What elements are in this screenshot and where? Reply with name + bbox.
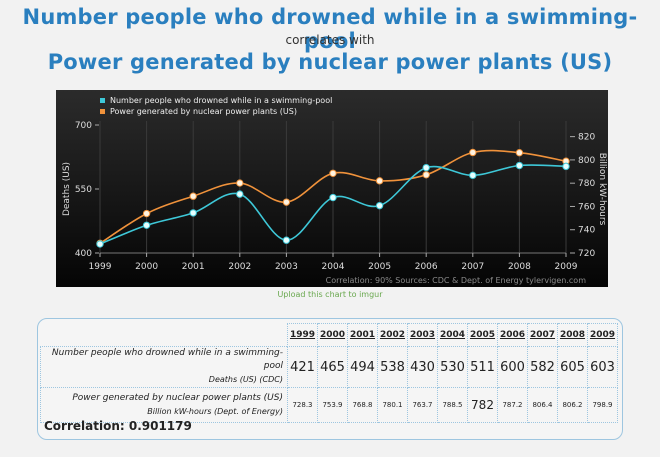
title-primary: Number people who drowned while in a swi… bbox=[22, 5, 638, 53]
series-1-point-2000 bbox=[142, 221, 151, 229]
series-1-point-2005 bbox=[375, 201, 384, 210]
subtitle-correlates: correlates with bbox=[285, 33, 375, 47]
table-corner bbox=[41, 324, 288, 347]
x-tick-label-1999: 1999 bbox=[89, 262, 112, 272]
row2-value-2006: 787.2 bbox=[497, 387, 528, 423]
row2-value-2004: 788.5 bbox=[437, 387, 468, 423]
row1-value-2005: 511 bbox=[467, 346, 498, 388]
series-2-point-2007 bbox=[469, 148, 477, 157]
x-tick-label-2004: 2004 bbox=[322, 262, 345, 272]
row1-value-2007: 582 bbox=[527, 346, 558, 388]
x-tick-label-2000: 2000 bbox=[135, 262, 158, 272]
year-header-1999: 1999 bbox=[287, 323, 318, 347]
year-header-2006: 2006 bbox=[497, 323, 528, 347]
y-right-axis-title: Billion kW-hours bbox=[597, 153, 607, 226]
row2-value-2007: 806.4 bbox=[527, 387, 558, 423]
row2-value-2000: 753.9 bbox=[317, 387, 348, 423]
y-left-tick-label-700: 700 bbox=[75, 121, 92, 131]
y-right-tick-label-780: 780 bbox=[578, 179, 595, 189]
series-2-point-2004 bbox=[329, 169, 337, 177]
title-secondary: Power generated by nuclear power plants … bbox=[47, 50, 613, 74]
row1-value-2003: 430 bbox=[407, 346, 438, 388]
row1-value-1999: 421 bbox=[287, 346, 318, 388]
row1-value-2000: 465 bbox=[317, 346, 348, 388]
x-tick-label-2003: 2003 bbox=[275, 262, 298, 272]
year-header-2007: 2007 bbox=[527, 323, 558, 347]
x-tick-label-2008: 2008 bbox=[508, 262, 531, 272]
row1-value-2009: 603 bbox=[587, 346, 618, 388]
series-2-point-2005 bbox=[375, 177, 384, 185]
row1-value-2004: 530 bbox=[437, 346, 468, 388]
chart-footer: Correlation: 90% Sources: CDC & Dept. of… bbox=[326, 276, 587, 285]
correlation-value: Correlation: 0.901179 bbox=[44, 419, 192, 433]
data-table: 1999 2000 2001 2002 2003 2004 2005 2006 2007 2008… bbox=[40, 323, 618, 423]
legend-swatch-1 bbox=[100, 98, 105, 103]
year-header-2003: 2003 bbox=[407, 323, 438, 347]
year-header-2008: 2008 bbox=[557, 323, 588, 347]
upload-imgur-link[interactable]: Upload this chart to imgur bbox=[277, 290, 383, 299]
series-2-point-2002 bbox=[236, 179, 244, 187]
x-tick-label-2005: 2005 bbox=[368, 262, 391, 272]
legend-label-2: Power generated by nuclear power plants … bbox=[110, 107, 297, 116]
y-left-axis-title: Deaths (US) bbox=[62, 162, 72, 216]
series-2-point-2000 bbox=[142, 209, 151, 218]
y-right-tick-label-820: 820 bbox=[578, 133, 595, 143]
row2-value-2008: 806.2 bbox=[557, 387, 588, 423]
row2-value-2001: 768.8 bbox=[347, 387, 378, 423]
row2-sub: Billion kW-hours (Dept. of Energy) bbox=[147, 406, 283, 416]
series-1-point-2004 bbox=[329, 193, 337, 202]
year-header-2009: 2009 bbox=[587, 323, 618, 347]
year-header-2001: 2001 bbox=[347, 323, 378, 347]
series-2-point-2006 bbox=[422, 171, 430, 179]
row2-value-1999: 728.3 bbox=[287, 387, 318, 423]
row1-value-2008: 605 bbox=[557, 346, 588, 388]
chart-background bbox=[56, 90, 608, 287]
row1-label-cell: Number people who drowned while in a swi… bbox=[40, 346, 288, 388]
row1-label: Number people who drowned while in a swi… bbox=[51, 348, 283, 371]
row2-value-2005: 782 bbox=[467, 387, 498, 423]
year-header-2004: 2004 bbox=[437, 323, 468, 347]
series-1-point-2007 bbox=[469, 171, 477, 180]
y-right-tick-label-720: 720 bbox=[578, 249, 595, 259]
y-right-tick-label-800: 800 bbox=[578, 156, 595, 166]
correlation-chart: 1999 2000 2001 2002 2003 2004 2005 2006 2007 2008… bbox=[56, 90, 608, 287]
x-tick-label-2009: 2009 bbox=[555, 262, 578, 272]
row1-value-2002: 538 bbox=[377, 346, 408, 388]
row1-value-2006: 600 bbox=[497, 346, 528, 388]
x-tick-label-2007: 2007 bbox=[461, 262, 484, 272]
row2-label: Power generated by nuclear power plants … bbox=[72, 392, 283, 403]
x-tick-label-2006: 2006 bbox=[415, 262, 438, 272]
row2-value-2009: 798.9 bbox=[587, 387, 618, 423]
series-1-point-2001 bbox=[189, 209, 197, 217]
year-header-2000: 2000 bbox=[317, 323, 348, 347]
y-left-tick-label-550: 550 bbox=[75, 185, 92, 195]
series-2-point-2003 bbox=[282, 198, 291, 206]
y-right-tick-label-740: 740 bbox=[578, 226, 595, 236]
y-left-tick-label-400: 400 bbox=[75, 249, 92, 259]
row1-sub: Deaths (US) (CDC) bbox=[208, 375, 283, 384]
series-1-point-2006 bbox=[422, 163, 430, 172]
row1-value-2001: 494 bbox=[347, 346, 378, 388]
data-table-panel: 1999 2000 2001 2002 2003 2004 2005 2006 2007 2008… bbox=[37, 318, 623, 440]
legend-swatch-2 bbox=[100, 109, 105, 114]
series-2-point-2001 bbox=[189, 192, 197, 200]
series-1-point-2002 bbox=[236, 190, 244, 198]
year-header-2002: 2002 bbox=[377, 323, 408, 347]
legend-label-1: Number people who drowned while in a swi… bbox=[110, 96, 332, 105]
year-header-2005: 2005 bbox=[467, 323, 498, 347]
x-tick-label-2002: 2002 bbox=[228, 262, 251, 272]
row2-label-cell: Power generated by nuclear power plants … bbox=[40, 387, 288, 423]
series-1-point-2009 bbox=[562, 162, 570, 171]
series-1-point-2008 bbox=[515, 161, 524, 170]
x-tick-label-2001: 2001 bbox=[182, 262, 205, 272]
row2-value-2003: 763.7 bbox=[407, 387, 438, 423]
series-1-point-2003 bbox=[282, 236, 291, 244]
row2-value-2002: 780.1 bbox=[377, 387, 408, 423]
y-right-tick-label-760: 760 bbox=[578, 202, 595, 212]
series-2-point-2008 bbox=[515, 148, 524, 157]
series-1-point-1999 bbox=[96, 240, 104, 248]
